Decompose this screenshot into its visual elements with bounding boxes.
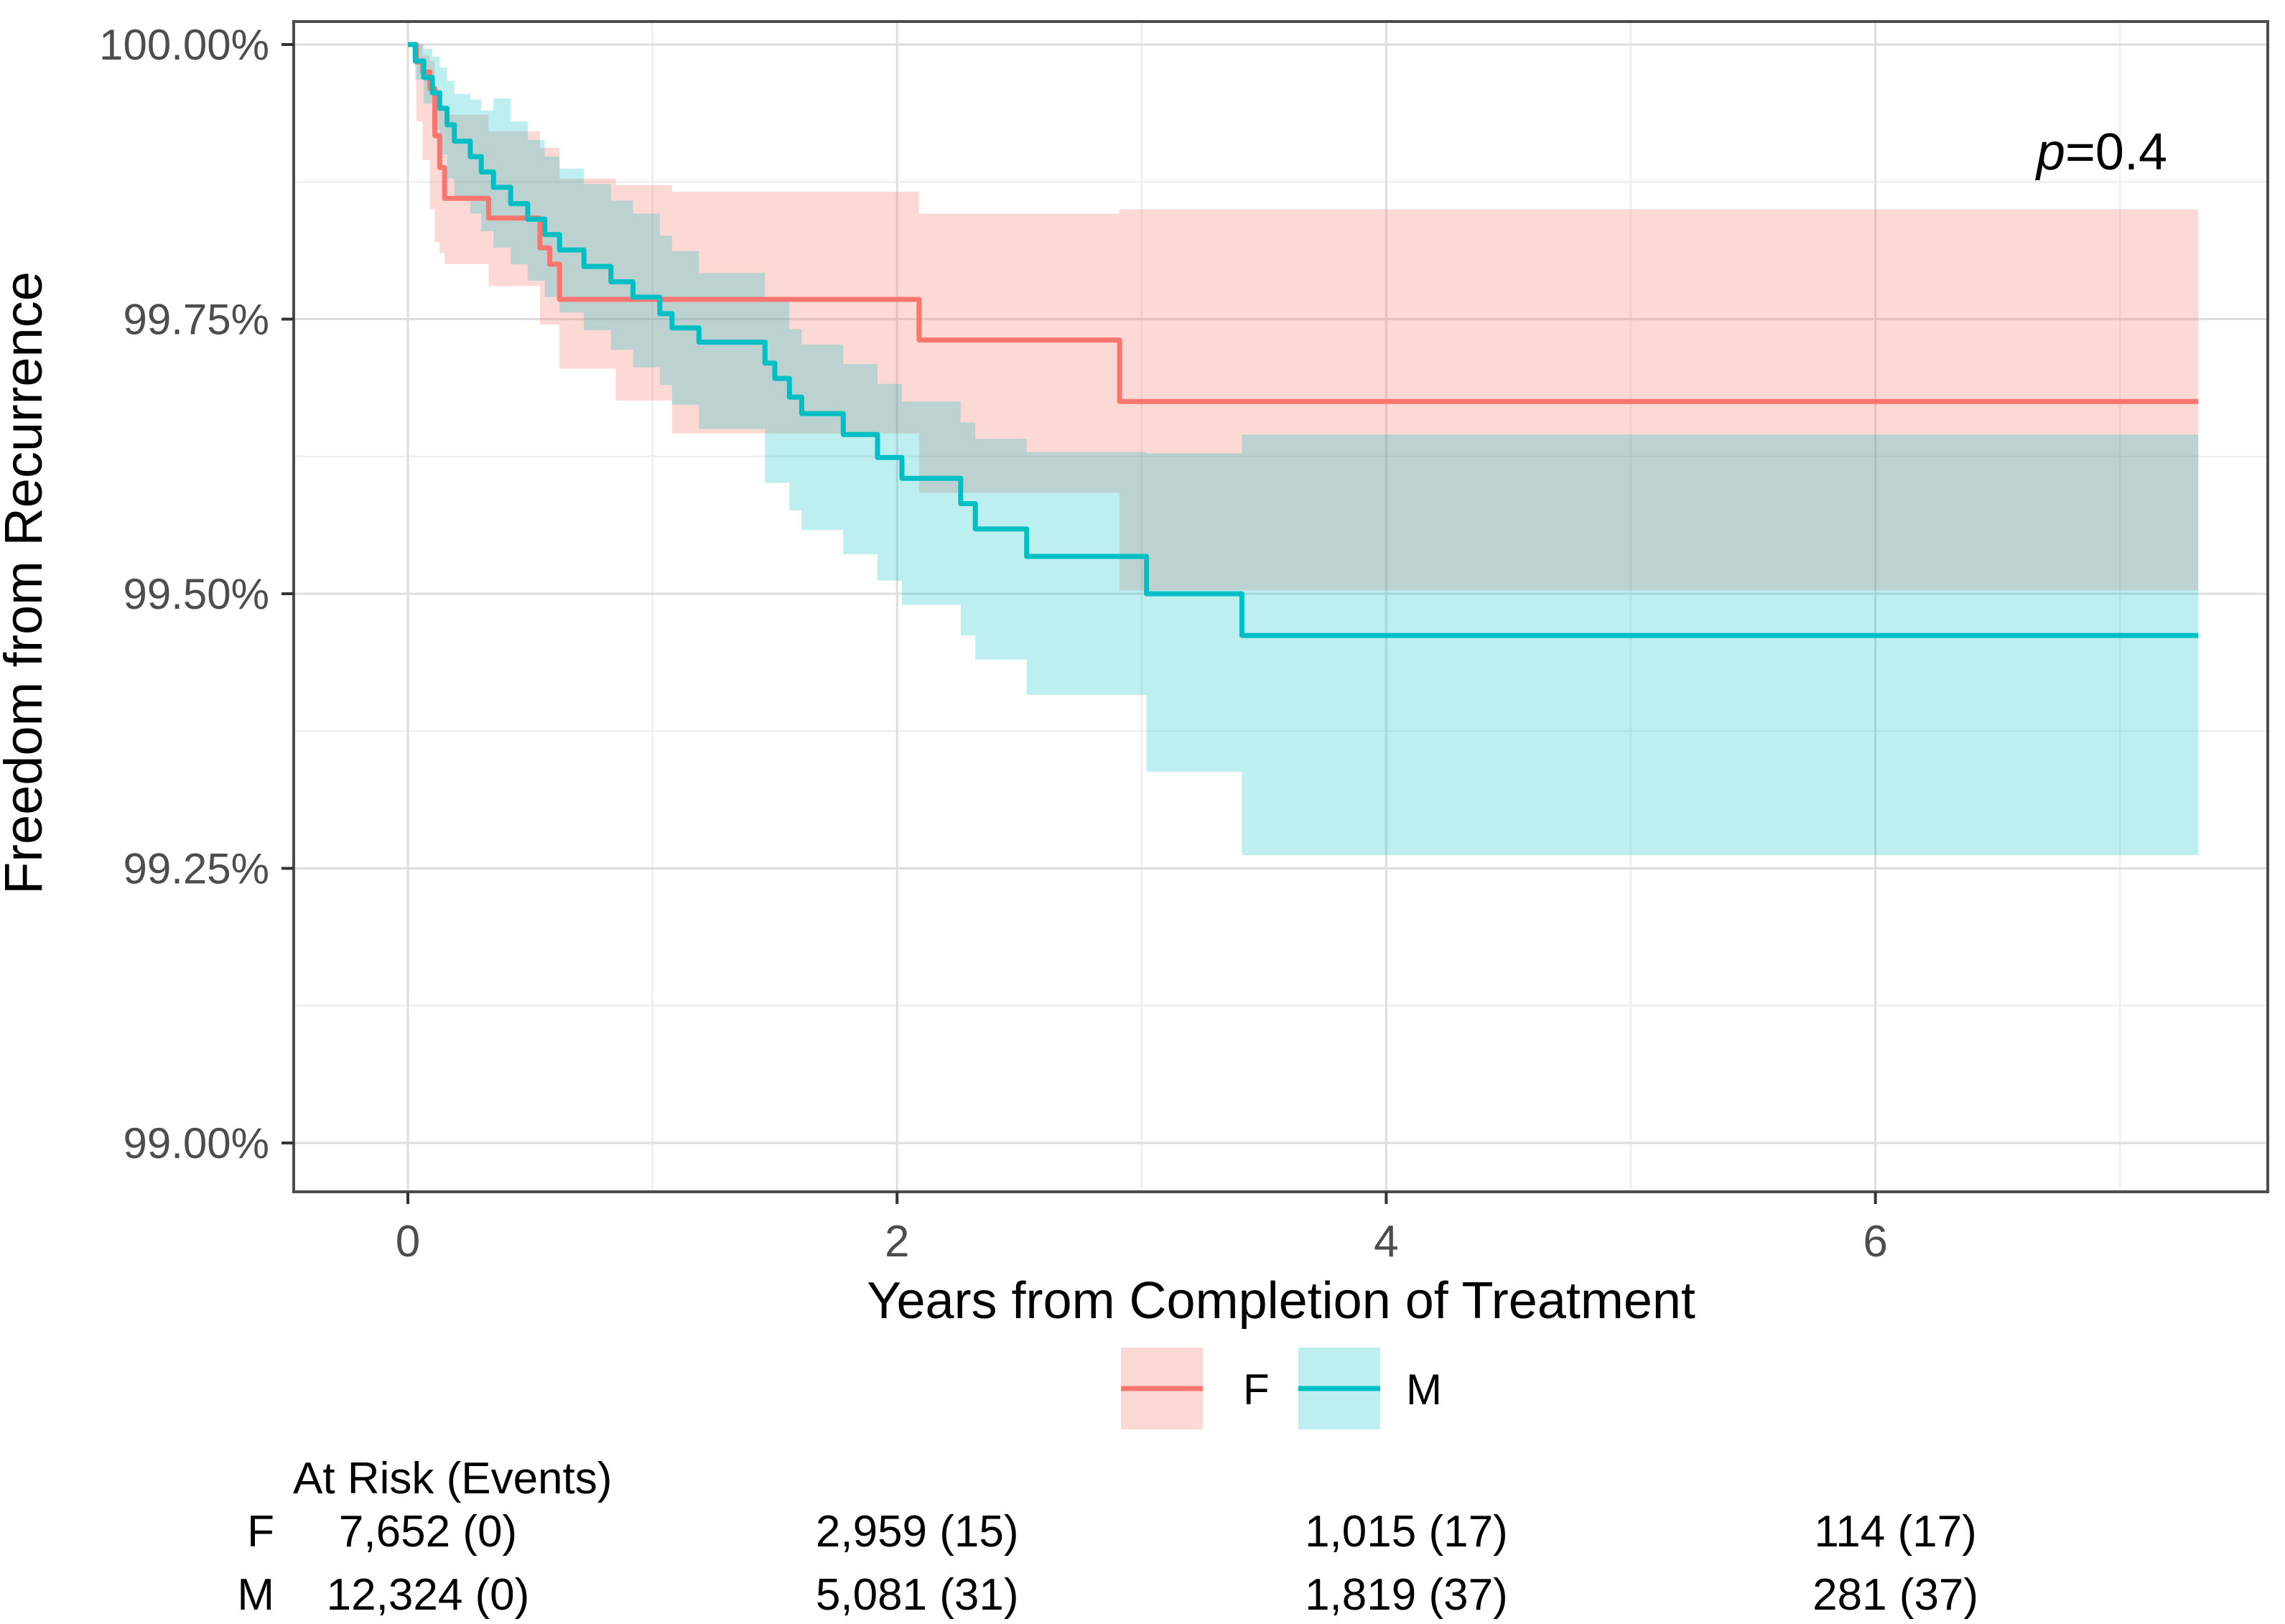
p-symbol: p bbox=[2035, 123, 2065, 181]
panel-border bbox=[292, 20, 2269, 1193]
confidence-ribbons bbox=[408, 45, 2199, 856]
risk-table-title: At Risk (Events) bbox=[293, 1454, 612, 1503]
x-tick-label: 4 bbox=[1374, 1217, 1398, 1266]
survival-curves bbox=[408, 42, 2199, 638]
x-axis-title: Years from Completion of Treatment bbox=[867, 1272, 1695, 1330]
y-tick-label: 99.75% bbox=[124, 296, 270, 344]
confidence-ribbon-F bbox=[408, 45, 2199, 591]
risk-value: 7,652 (0) bbox=[339, 1507, 517, 1557]
risk-value: 114 (17) bbox=[1814, 1507, 1976, 1557]
y-axis-title: Freedom from Recurrence bbox=[0, 271, 53, 895]
risk-value: 281 (37) bbox=[1812, 1570, 1978, 1620]
risk-row-label: M bbox=[237, 1570, 274, 1620]
risk-table-rows: F 7,652 (0) 2,959 (15) 1,015 (17) 114 (17) M 1… bbox=[237, 1507, 1978, 1620]
p-value-annotation: p=0.4 bbox=[2035, 123, 2167, 181]
y-tick-label: 99.00% bbox=[124, 1119, 270, 1167]
plot-panel bbox=[294, 22, 2268, 1192]
x-tick-label: 2 bbox=[885, 1217, 909, 1266]
p-value: =0.4 bbox=[2065, 123, 2167, 181]
y-tick-label: 99.50% bbox=[124, 570, 270, 618]
legend-label-F: F bbox=[1243, 1366, 1270, 1414]
legend-label-M: M bbox=[1406, 1366, 1442, 1414]
risk-value: 5,081 (31) bbox=[816, 1570, 1019, 1620]
risk-table-row-F: F 7,652 (0) 2,959 (15) 1,015 (17) 114 (17) bbox=[247, 1507, 1977, 1557]
x-tick-label: 6 bbox=[1863, 1217, 1887, 1266]
risk-row-label: F bbox=[247, 1507, 274, 1557]
x-tick-label: 0 bbox=[396, 1217, 420, 1266]
y-tick-label: 99.25% bbox=[124, 845, 270, 893]
y-tick-label: 100.00% bbox=[99, 21, 269, 69]
gridlines bbox=[294, 22, 2268, 1192]
confidence-ribbon-M bbox=[408, 45, 2199, 856]
risk-value: 1,819 (37) bbox=[1305, 1570, 1508, 1620]
risk-value: 2,959 (15) bbox=[816, 1507, 1019, 1557]
risk-table-row-M: M 12,324 (0) 5,081 (31) 1,819 (37) 281 (37) bbox=[237, 1570, 1978, 1620]
risk-value: 1,015 (17) bbox=[1305, 1507, 1508, 1557]
axis-ticks: 100.00% 99.75% 99.50% 99.25% 99.00% 0 2 4 6 bbox=[99, 21, 1888, 1266]
survival-curve-M bbox=[408, 42, 2199, 638]
risk-table: At Risk (Events) F 7,652 (0) 2,959 (15) 1,0… bbox=[237, 1454, 1978, 1620]
risk-value: 12,324 (0) bbox=[327, 1570, 530, 1620]
